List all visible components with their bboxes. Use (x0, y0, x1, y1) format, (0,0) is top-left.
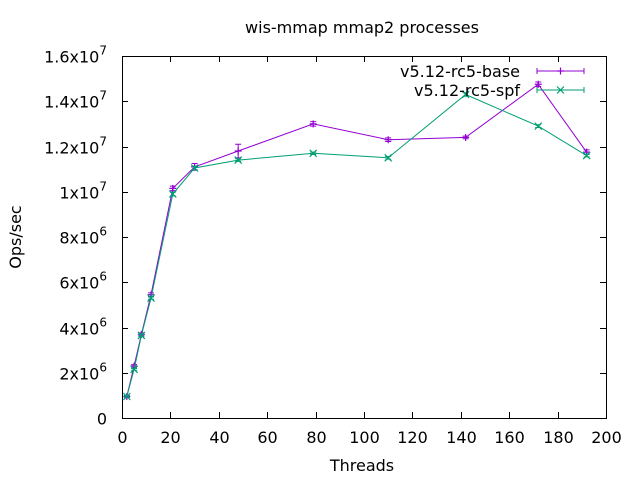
plot-frame (122, 56, 607, 419)
legend-label: v5.12-rc5-base (400, 62, 520, 81)
x-axis-label: Threads (329, 456, 394, 475)
plot-area (122, 80, 591, 401)
data-point (534, 122, 543, 131)
data-point (168, 190, 177, 198)
data-point (190, 164, 199, 172)
data-point (384, 136, 392, 144)
y-tick-label: 1x107 (59, 180, 107, 203)
x-tick-label: 120 (397, 428, 428, 447)
series-line (126, 93, 587, 397)
x-tick-label: 40 (209, 428, 229, 447)
y-tick-label: 4x106 (59, 316, 107, 339)
data-point (384, 153, 393, 162)
data-point (234, 156, 243, 164)
x-tick-label: 140 (446, 428, 477, 447)
legend-errorbar-cap (536, 87, 585, 93)
data-point (309, 120, 317, 128)
data-point (137, 331, 146, 340)
series-v5.12-rc5-spf (122, 90, 591, 401)
data-point (234, 147, 242, 155)
y-tick-label: 1.4x107 (44, 89, 107, 112)
data-point (130, 365, 139, 374)
x-tick-label: 200 (591, 428, 622, 447)
data-point (147, 294, 155, 303)
legend-label: v5.12-rc5-spf (414, 81, 520, 100)
y-axis: 0 2x106 4x106 6x106 8x106 1x107 1.2x107 1.4x107… (44, 44, 606, 429)
data-point (462, 133, 470, 141)
y-tick-label: 1.2x107 (44, 135, 107, 158)
data-point (169, 184, 177, 192)
data-point (461, 90, 470, 99)
y-tick-label: 0 (97, 410, 107, 429)
data-point (122, 392, 131, 401)
y-tick-label: 8x106 (59, 225, 107, 248)
y-tick-label: 6x106 (59, 270, 107, 293)
data-point (582, 151, 591, 160)
x-tick-label: 100 (349, 428, 380, 447)
x-tick-label: 160 (494, 428, 525, 447)
y-tick-label: 1.6x107 (44, 44, 107, 67)
data-point (534, 80, 542, 88)
x-tick-label: 20 (160, 428, 180, 447)
x-axis: 0 20 40 60 80 100 120 140 160 180 200 (117, 56, 622, 447)
data-point (309, 149, 318, 158)
x-tick-label: 60 (257, 428, 277, 447)
series-v5.12-rc5-base (123, 80, 591, 401)
data-point (557, 67, 564, 75)
x-tick-label: 80 (306, 428, 326, 447)
x-tick-label: 0 (117, 428, 127, 447)
series-line (126, 83, 588, 397)
y-tick-label: 2x106 (59, 361, 107, 384)
chart-title: wis-mmap mmap2 processes (245, 18, 479, 37)
y-axis-label: Ops/sec (6, 205, 25, 268)
x-tick-label: 180 (543, 428, 574, 447)
legend-errorbar-cap (536, 68, 585, 74)
data-point (556, 86, 565, 94)
